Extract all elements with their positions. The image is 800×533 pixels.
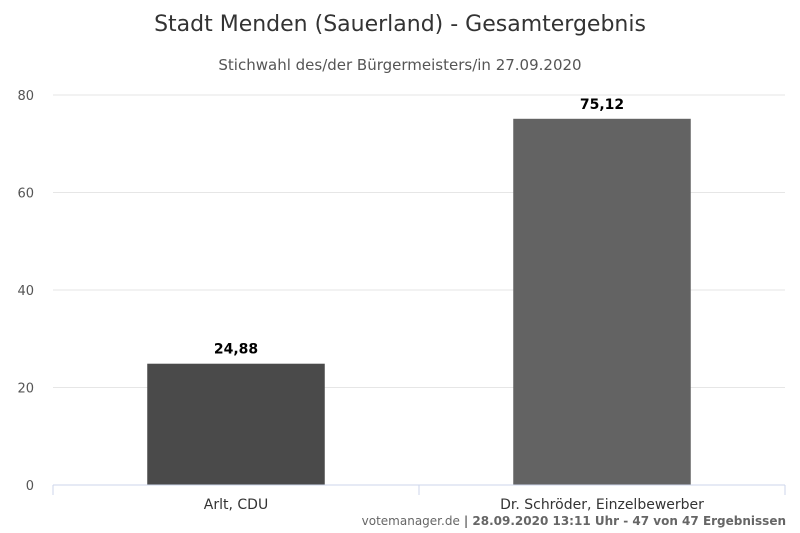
credit: votemanager.de | 28.09.2020 13:11 Uhr - 4… [362, 514, 786, 528]
bar [513, 118, 691, 485]
data-label: 75,12 [580, 97, 624, 113]
y-tick-label: 80 [17, 89, 34, 104]
chart-title: Stadt Menden (Sauerland) - Gesamtergebni… [154, 12, 646, 37]
bars [147, 118, 691, 485]
credit-source: votemanager.de [362, 514, 460, 528]
data-labels: 24,88 75,12 [214, 97, 624, 358]
bar [147, 363, 325, 485]
x-axis-labels: Arlt, CDU Dr. Schröder, Einzelbewerber [204, 497, 704, 513]
x-category-label: Arlt, CDU [204, 497, 268, 513]
y-tick-label: 0 [26, 479, 34, 494]
y-tick-label: 20 [17, 382, 34, 397]
x-category-label: Dr. Schröder, Einzelbewerber [500, 497, 704, 513]
y-tick-label: 40 [17, 284, 34, 299]
data-label: 24,88 [214, 342, 258, 358]
y-tick-label: 60 [17, 187, 34, 202]
x-axis-ticks [52, 485, 786, 495]
y-axis-ticks: 0 20 40 60 80 [17, 89, 34, 494]
credit-details: | 28.09.2020 13:11 Uhr - 47 von 47 Ergeb… [464, 514, 786, 528]
chart-subtitle: Stichwahl des/der Bürgermeisters/in 27.0… [218, 56, 581, 74]
